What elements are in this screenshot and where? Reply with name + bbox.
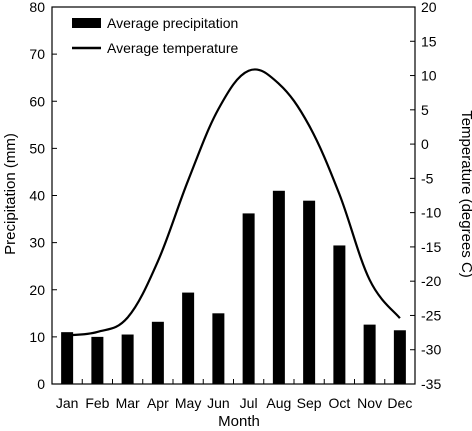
- left-tick-label: 30: [29, 235, 45, 251]
- legend-label-precipitation: Average precipitation: [107, 15, 238, 31]
- temperature-line: [67, 68, 401, 337]
- right-tick-label: -30: [421, 342, 441, 358]
- left-tick-label: 60: [29, 93, 45, 109]
- right-tick-label: 20: [421, 0, 437, 15]
- x-tick-label-aug: Aug: [266, 395, 291, 411]
- x-tick-label-jan: Jan: [56, 395, 79, 411]
- x-tick-label-jul: Jul: [240, 395, 258, 411]
- right-y-axis-label: Temperature (degrees C): [458, 110, 472, 278]
- bar-feb: [91, 336, 104, 384]
- right-tick-label: 5: [421, 102, 429, 118]
- right-tick-label: -10: [421, 205, 441, 221]
- bar-jan: [61, 332, 74, 384]
- bar-may: [182, 292, 195, 384]
- x-tick-label-nov: Nov: [357, 395, 382, 411]
- x-tick-label-dec: Dec: [387, 395, 412, 411]
- x-tick-label-feb: Feb: [85, 395, 109, 411]
- x-axis-label: Month: [218, 413, 260, 430]
- bar-oct: [333, 245, 346, 384]
- x-tick-label-jun: Jun: [207, 395, 230, 411]
- right-tick-label: -25: [421, 307, 441, 323]
- left-tick-label: 80: [29, 0, 45, 15]
- plot-frame: [51, 6, 416, 385]
- x-tick-label-mar: Mar: [116, 395, 140, 411]
- bar-dec: [393, 330, 406, 384]
- legend-label-temperature: Average temperature: [107, 40, 238, 56]
- right-tick-label: 10: [421, 68, 437, 84]
- bar-nov: [363, 324, 376, 384]
- bar-apr: [151, 321, 164, 384]
- x-tick-label-may: May: [175, 395, 201, 411]
- left-tick-label: 20: [29, 282, 45, 298]
- right-y-axis: -35 -30 -25 -20 -15 -10 -5 0 5 10 15 20: [410, 0, 441, 392]
- right-tick-label: 15: [421, 33, 437, 49]
- plot-border: [51, 6, 416, 385]
- bar-aug: [272, 190, 285, 384]
- legend: Average precipitation Average temperatur…: [72, 15, 238, 56]
- left-tick-label: 40: [29, 188, 45, 204]
- left-tick-label: 10: [29, 329, 45, 345]
- x-tick-label-sep: Sep: [297, 395, 322, 411]
- right-tick-label: -5: [421, 170, 434, 186]
- left-y-axis-label: Precipitation (mm): [2, 133, 19, 255]
- x-axis: Jan Feb Mar Apr May Jun Jul Aug Sep Oct Nov Dec: [51, 379, 416, 411]
- left-tick-label: 0: [37, 376, 45, 392]
- right-tick-label: -35: [421, 376, 441, 392]
- left-y-axis: 0 10 20 30 40 50 60 70 80: [29, 0, 57, 392]
- bar-mar: [121, 334, 134, 384]
- temperature-line-group: [67, 68, 401, 337]
- precipitation-bars: [61, 190, 406, 384]
- right-tick-label: 0: [421, 136, 429, 152]
- bar-jun: [212, 313, 225, 384]
- x-tick-label-apr: Apr: [147, 395, 169, 411]
- bar-jul: [242, 213, 255, 384]
- x-tick-label-oct: Oct: [328, 395, 350, 411]
- bar-sep: [303, 200, 316, 384]
- left-tick-label: 50: [29, 140, 45, 156]
- legend-swatch-precipitation: [72, 18, 101, 28]
- right-tick-label: -20: [421, 273, 441, 289]
- left-tick-label: 70: [29, 46, 45, 62]
- right-tick-label: -15: [421, 239, 441, 255]
